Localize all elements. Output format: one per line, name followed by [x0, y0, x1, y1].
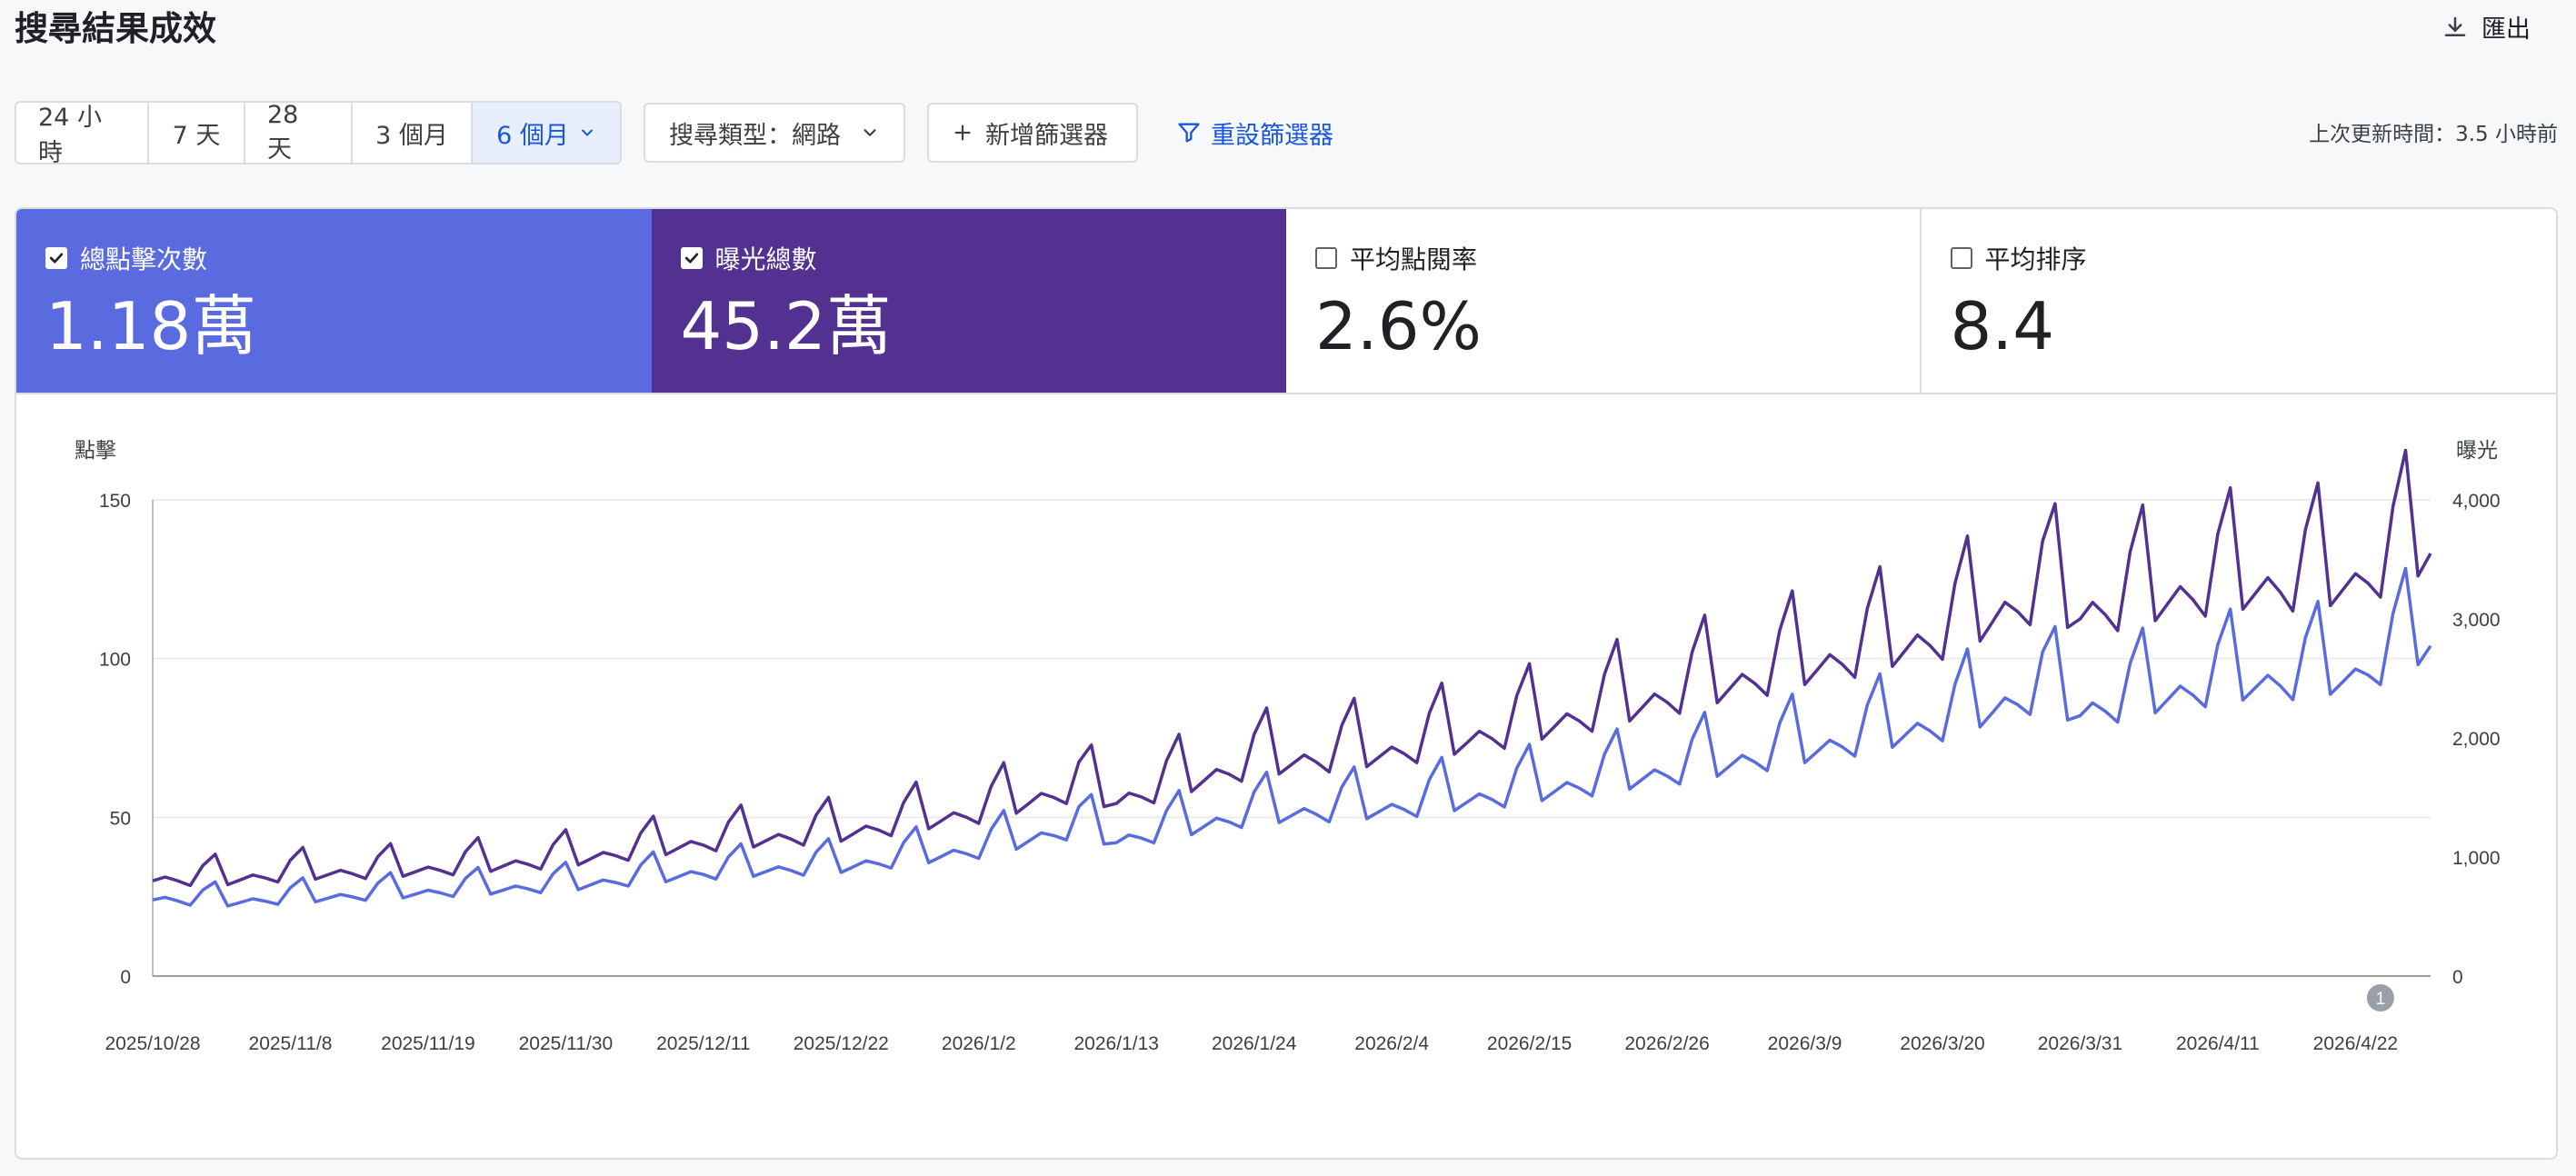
metric-label: 平均排序 — [1984, 244, 2087, 274]
x-tick-label: 2025/12/22 — [794, 1033, 889, 1054]
metric-average-position[interactable]: 平均排序 8.4 — [1922, 209, 2557, 393]
metric-total-clicks[interactable]: 總點擊次數 1.18萬 — [16, 209, 652, 393]
range-28d[interactable]: 28 天 — [245, 103, 353, 163]
metric-label: 平均點閱率 — [1350, 244, 1478, 274]
export-label: 匯出 — [2481, 15, 2531, 44]
metric-value: 2.6% — [1315, 288, 1482, 364]
x-tick-label: 2026/2/15 — [1487, 1033, 1572, 1054]
metric-total-impressions[interactable]: 曝光總數 45.2萬 — [651, 209, 1286, 393]
last-updated-text: 上次更新時間：3.5 小時前 — [2309, 123, 2558, 146]
metric-average-ctr[interactable]: 平均點閱率 2.6% — [1286, 209, 1922, 393]
chevron-down-icon — [864, 129, 876, 136]
metric-value: 1.18萬 — [45, 288, 257, 364]
x-tick-label: 2026/4/22 — [2313, 1033, 2398, 1054]
metric-label: 曝光總數 — [714, 244, 817, 274]
right-tick-label: 3,000 — [2452, 610, 2501, 631]
right-tick-label: 4,000 — [2452, 491, 2501, 512]
annotation-marker — [2366, 984, 2394, 1012]
series-line-impressions — [152, 448, 2432, 888]
left-tick-label: 0 — [120, 967, 131, 988]
range-24h[interactable]: 24 小時 — [16, 103, 149, 163]
left-axis-label: 點擊 — [75, 438, 116, 462]
checkbox-checked-icon[interactable] — [45, 247, 67, 269]
search-type-dropdown[interactable]: 搜尋類型：網路 — [644, 103, 905, 163]
right-tick-label: 1,000 — [2452, 848, 2501, 869]
checkbox-unchecked-icon[interactable] — [1950, 247, 1972, 269]
range-6m[interactable]: 6 個月 — [473, 103, 620, 163]
right-tick-label: 2,000 — [2452, 729, 2501, 750]
x-tick-label: 2026/4/11 — [2176, 1033, 2260, 1054]
metric-tabs: 總點擊次數 1.18萬 曝光總數 45.2萬 平均點閱率 2.6% 平均排序 8… — [16, 209, 2556, 394]
x-tick-label: 2025/11/30 — [519, 1033, 614, 1054]
metric-value: 8.4 — [1950, 288, 2055, 364]
x-tick-label: 2025/11/8 — [249, 1033, 333, 1054]
x-tick-label: 2026/1/2 — [942, 1033, 1016, 1054]
range-7d[interactable]: 7 天 — [149, 103, 245, 163]
metric-label: 總點擊次數 — [80, 244, 208, 274]
page-title: 搜尋結果成效 — [15, 9, 216, 48]
x-tick-label: 2025/10/28 — [105, 1033, 200, 1054]
right-axis-label: 曝光 — [2456, 438, 2498, 462]
x-tick-label: 2026/1/24 — [1212, 1033, 1297, 1054]
toolbar: 24 小時 7 天 28 天 3 個月 6 個月 搜尋類型：網路 新增篩選器 重… — [15, 101, 1333, 164]
reset-filter-button[interactable]: 重設篩選器 — [1176, 115, 1333, 151]
checkbox-unchecked-icon[interactable] — [1315, 247, 1337, 269]
metric-value: 45.2萬 — [680, 288, 892, 364]
download-icon — [2444, 16, 2466, 36]
date-range-selector: 24 小時 7 天 28 天 3 個月 6 個月 — [15, 101, 622, 164]
checkbox-checked-icon[interactable] — [680, 247, 703, 269]
add-filter-button[interactable]: 新增篩選器 — [927, 103, 1138, 163]
right-tick-label: 0 — [2452, 967, 2463, 988]
series-line-clicks — [152, 566, 2432, 908]
x-tick-label: 2026/3/20 — [1900, 1033, 1984, 1054]
range-3m[interactable]: 3 個月 — [353, 103, 473, 163]
performance-chart: 點擊 曝光 0 50 100 150 0 1,000 2,000 3,000 4,000 2025… — [75, 438, 2501, 1054]
chevron-down-icon — [581, 129, 593, 136]
x-tick-label: 2026/2/26 — [1624, 1033, 1709, 1054]
x-tick-label: 2026/3/9 — [1768, 1033, 1842, 1054]
x-tick-label: 2025/11/19 — [381, 1033, 475, 1054]
performance-card: 總點擊次數 1.18萬 曝光總數 45.2萬 平均點閱率 2.6% 平均排序 8… — [15, 207, 2558, 1160]
x-tick-label: 2026/3/31 — [2038, 1033, 2122, 1054]
x-tick-label: 2026/1/13 — [1074, 1033, 1159, 1054]
left-tick-label: 50 — [110, 808, 131, 829]
plus-icon — [954, 125, 971, 141]
x-tick-label: 2026/2/4 — [1354, 1033, 1429, 1054]
filter-icon — [1178, 123, 1200, 143]
left-tick-label: 100 — [99, 650, 131, 671]
left-tick-label: 150 — [99, 491, 131, 512]
x-tick-label: 2025/12/11 — [656, 1033, 751, 1054]
annotation-label: 1 — [2376, 990, 2386, 1009]
export-button[interactable]: 匯出 — [2441, 9, 2531, 45]
